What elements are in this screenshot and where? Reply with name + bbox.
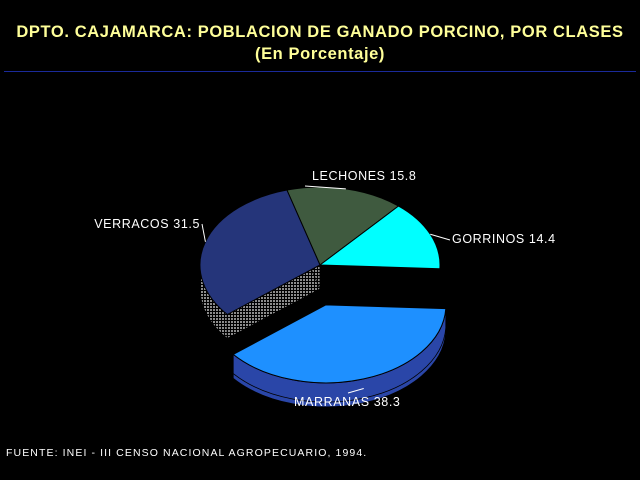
slice-marranas [232,304,447,384]
slice-lechones [286,186,400,266]
leader-line-marranas [347,388,364,394]
source-note: FUENTE: INEI - III CENSO NACIONAL AGROPE… [6,447,368,459]
slice-label-lechones: LECHONES 15.8 [312,169,416,183]
slice-verracos [199,189,321,316]
chart-subtitle: (En Porcentaje) [254,45,386,63]
leader-line-gorrinos [430,233,451,241]
leader-line-verracos [201,223,206,242]
chart-title: DPTO. CAJAMARCA: POBLACION DE GANADO POR… [16,23,624,41]
leader-line-lechones [304,185,346,190]
slice-label-verracos: VERRACOS 31.5 [94,217,200,231]
slice-label-marranas: MARRANAS 38.3 [294,395,400,409]
slice-label-gorrinos: GORRINOS 14.4 [452,232,556,246]
title-divider [4,71,636,72]
